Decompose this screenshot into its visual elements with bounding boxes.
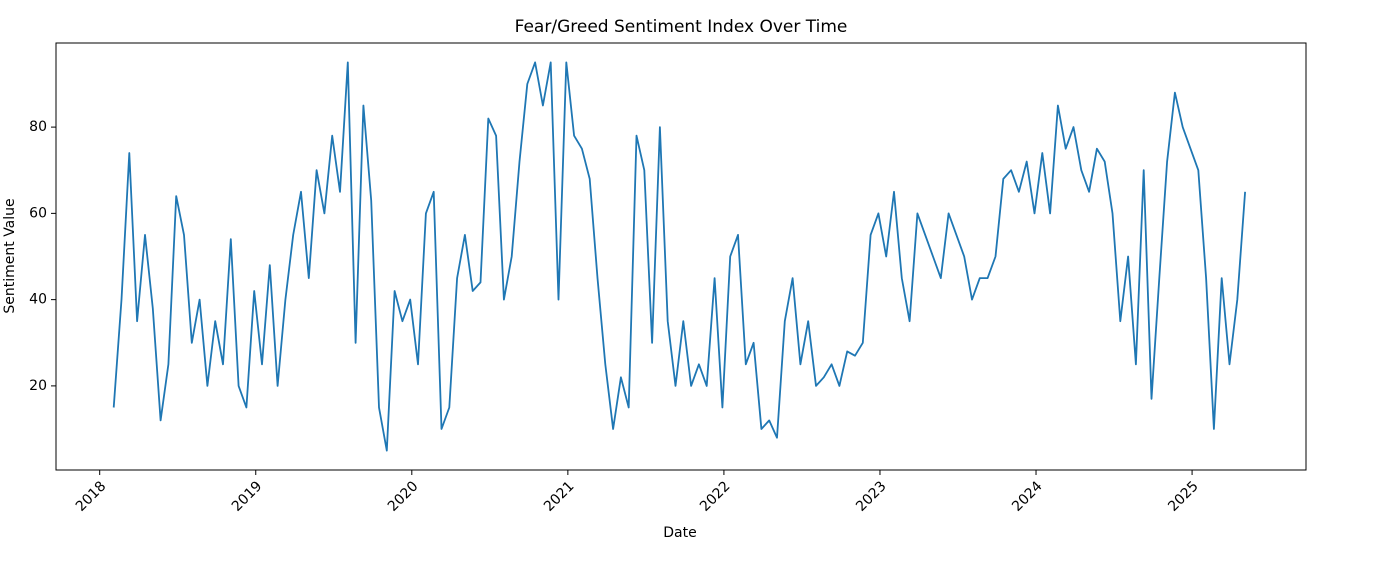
x-tick-label: 2018 — [73, 478, 110, 515]
chart-title: Fear/Greed Sentiment Index Over Time — [515, 17, 848, 37]
x-tick-label: 2024 — [1009, 478, 1046, 515]
x-tick-label: 2021 — [541, 478, 578, 515]
x-tick-label: 2025 — [1165, 478, 1202, 515]
x-tick-label: 2019 — [229, 478, 266, 515]
y-tick-label: 20 — [29, 378, 47, 394]
x-axis-label: Date — [663, 525, 696, 541]
y-tick-label: 80 — [29, 119, 47, 135]
y-tick-label: 40 — [29, 292, 47, 308]
x-tick-label: 2020 — [385, 478, 422, 515]
y-axis-label: Sentiment Value — [2, 198, 18, 313]
x-tick-label: 2023 — [853, 478, 890, 515]
plot-frame — [55, 42, 1307, 471]
y-tick-label: 60 — [29, 205, 47, 221]
data-line — [112, 61, 1246, 452]
x-tick-label: 2022 — [697, 478, 734, 515]
